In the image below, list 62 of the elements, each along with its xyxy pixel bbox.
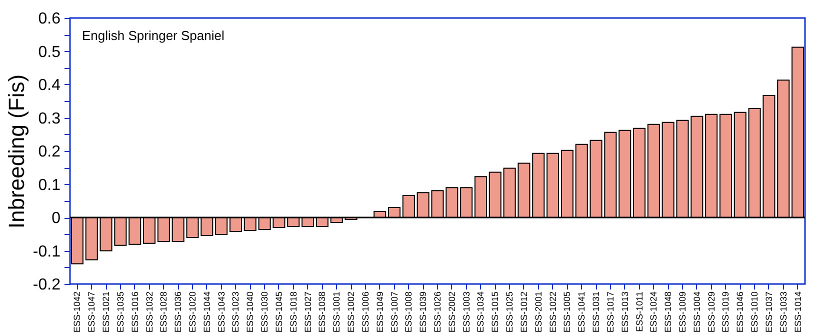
x-tick-label: ESS-1017 [605,292,616,333]
x-tick-label: ESS-1020 [188,292,198,333]
x-tick-label: ESS-1027 [302,292,313,333]
x-tick-label: ESS-1004 [692,292,702,333]
x-tick-label: ESS-1001 [332,292,342,333]
x-tick-label: ESS-1015 [490,292,500,333]
x-tick-label: ESS-1025 [504,292,515,333]
x-tick-label: ESS-1041 [576,292,587,333]
x-tick-label: ESS-1009 [678,292,688,333]
x-tick-label: ESS-1024 [648,292,659,333]
x-tick-label: ESS-2001 [533,292,544,333]
y-tick-label: 0.3 [38,110,61,128]
x-tick-label: ESS-1016 [130,292,140,333]
x-tick-label: ESS-1011 [634,292,644,332]
x-tick-label: ESS-1048 [663,292,674,333]
x-tick-label: ESS-1005 [562,292,572,333]
x-tick-label: ESS-1033 [778,292,788,333]
x-tick-label: ESS-1030 [260,292,270,333]
annotation: English Springer Spaniel [82,28,224,43]
x-tick-label: ESS-1032 [144,292,154,333]
y-tick-label: -0.2 [32,276,61,294]
x-tick-label: ESS-1046 [735,292,746,333]
x-tick-label: ESS-1031 [591,292,602,333]
x-tick-label: ESS-1013 [620,292,630,333]
x-tick-label: ESS-1014 [792,292,803,333]
y-tick-label: -0.1 [32,243,61,260]
y-tick-label: 0.1 [38,176,61,194]
x-tick-label: ESS-1022 [548,292,558,333]
x-tick-label: ESS-1049 [374,292,385,333]
x-tick-label: ESS-1021 [101,292,112,333]
x-tick-label: ESS-1018 [288,292,298,333]
x-tick-label: ESS-1029 [706,292,716,333]
x-tick-label: ESS-1039 [418,292,428,333]
x-tick-label: ESS-1026 [432,292,442,333]
x-tick-label: ESS-1007 [389,292,400,333]
x-tick-label: ESS-1044 [202,292,212,333]
x-tick-label: ESS-1002 [346,292,356,333]
x-tick-label: ESS-1043 [216,292,226,333]
x-tick-label: ESS-1023 [230,292,241,333]
y-tick-label: 0 [52,210,61,227]
x-tick-label: ESS-1040 [245,292,256,333]
y-tick-label: 0.4 [38,77,61,94]
x-tick-label: ESS-1006 [360,292,370,333]
x-tick-label: ESS-1042 [72,292,82,333]
x-tick-label: ESS-1028 [158,292,169,333]
x-tick-label: ESS-1035 [115,292,126,333]
y-tick-label: 0.2 [38,144,61,160]
x-tick-label: ESS-1047 [86,292,97,333]
x-tick-label: ESS-1010 [750,292,760,333]
x-tick-label: ESS-1036 [173,292,184,333]
x-tick-label: ESS-1012 [518,292,529,333]
y-axis-title: Inbreeding (Fis) [4,74,29,229]
x-tick-label: ESS-1038 [317,292,328,333]
x-tick-label: ESS-2002 [446,292,457,333]
x-tick-label: ESS-1003 [461,292,472,333]
x-tick-label: ESS-1045 [274,292,284,333]
x-tick-label: ESS-1019 [720,292,731,333]
x-tick-label: ESS-1037 [764,292,774,333]
y-tick-label: 0.6 [38,10,61,28]
x-tick-label: ESS-1034 [476,292,486,333]
y-tick-label: 0.5 [38,44,61,61]
x-tick-label: ESS-1008 [404,292,414,333]
